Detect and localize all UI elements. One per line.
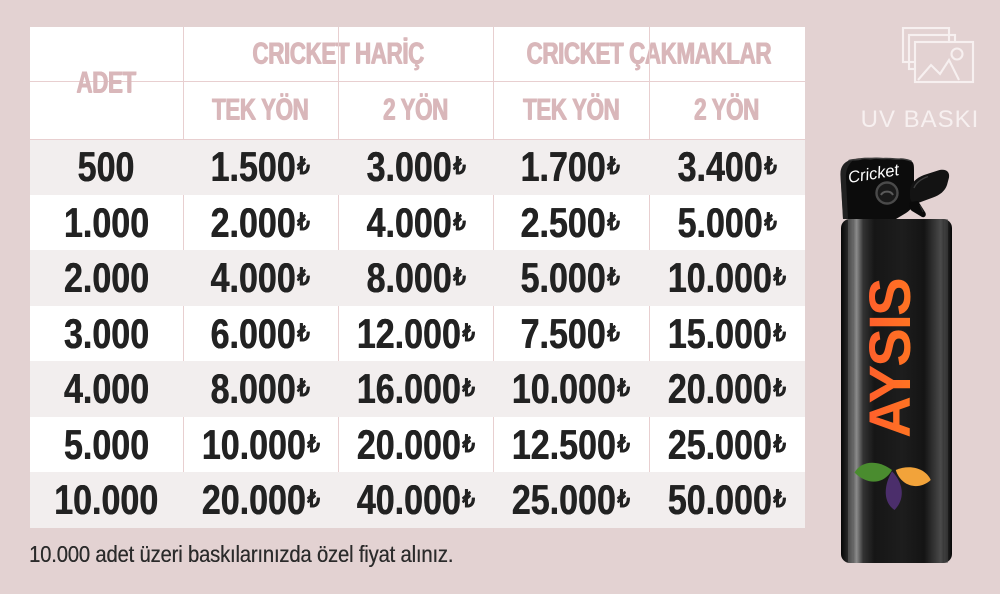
svg-text:AYSIS: AYSIS — [858, 279, 923, 438]
